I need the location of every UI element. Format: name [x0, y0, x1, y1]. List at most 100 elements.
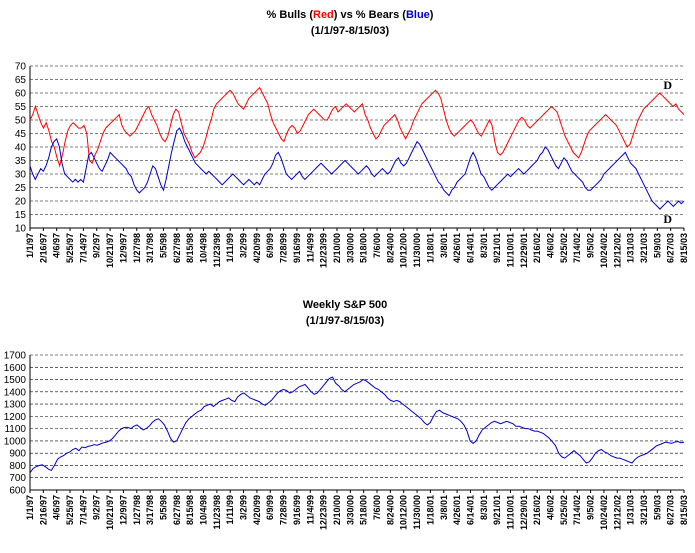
- x-tick-label: 3/8/01: [439, 495, 449, 520]
- title-part: Blue: [406, 9, 430, 21]
- x-tick-label: 9/5/02: [586, 495, 596, 520]
- series-line-0: [29, 86, 685, 168]
- x-tick-label: 8/15/03: [679, 233, 689, 263]
- x-tick-label: 5/18/00: [359, 233, 369, 263]
- x-tick-label: 1/1/97: [25, 233, 35, 258]
- x-tick-label: 3/30/00: [345, 495, 355, 525]
- x-tick-label: 2/16/97: [38, 495, 48, 525]
- series-line-0: [29, 376, 685, 474]
- chart2-series: [29, 376, 685, 474]
- x-tick-label: 5/5/98: [158, 233, 168, 258]
- x-tick-label: 7/28/99: [279, 495, 289, 525]
- x-tick-label: 3/2/99: [239, 233, 249, 258]
- x-tick-label: 9/5/02: [586, 233, 596, 258]
- y-tick-label: 60: [15, 89, 27, 100]
- x-tick-label: 6/27/03: [666, 495, 676, 525]
- x-tick-label: 1/31/03: [626, 495, 636, 525]
- x-tick-label: 1/18/01: [425, 495, 435, 525]
- y-tick-label: 1400: [4, 387, 27, 398]
- x-tick-label: 5/5/98: [158, 495, 168, 520]
- x-tick-label: 11/23/98: [212, 233, 222, 268]
- x-tick-label: 1/1/97: [25, 495, 35, 520]
- y-tick-label: 35: [15, 156, 27, 167]
- y-tick-label: 30: [15, 170, 27, 181]
- x-tick-label: 5/25/97: [65, 233, 75, 263]
- x-tick-label: 6/14/01: [465, 495, 475, 525]
- x-tick-label: 6/9/99: [265, 495, 275, 520]
- x-tick-label: 12/23/99: [319, 495, 329, 530]
- bulls-bears-chart: % Bulls (Red) vs % Bears (Blue) (1/1/97-…: [15, 9, 689, 268]
- x-tick-label: 10/24/02: [599, 233, 609, 268]
- x-tick-label: 12/23/99: [319, 233, 329, 268]
- x-tick-label: 4/20/99: [252, 495, 262, 525]
- title-part: Red: [313, 9, 334, 21]
- x-tick-label: 7/14/02: [572, 233, 582, 263]
- x-tick-label: 11/10/01: [505, 495, 515, 530]
- chart1-title: % Bulls (Red) vs % Bears (Blue): [267, 9, 434, 21]
- chart1-gridlines: [29, 65, 684, 229]
- x-tick-label: 5/9/03: [652, 495, 662, 520]
- x-tick-label: 8/15/98: [185, 495, 195, 525]
- x-tick-label: 10/4/98: [199, 233, 209, 263]
- y-tick-label: 800: [9, 461, 26, 472]
- x-tick-label: 3/21/03: [639, 495, 649, 525]
- x-tick-label: 6/9/99: [265, 233, 275, 258]
- y-tick-label: 55: [15, 102, 27, 113]
- x-tick-label: 8/15/03: [679, 495, 689, 525]
- x-tick-label: 5/18/00: [359, 495, 369, 525]
- y-tick-label: 700: [9, 473, 26, 484]
- x-tick-label: 1/27/98: [132, 233, 142, 263]
- chart2-gridlines: [29, 354, 684, 491]
- x-tick-label: 7/14/02: [572, 495, 582, 525]
- x-tick-label: 12/9/97: [118, 233, 128, 263]
- x-tick-label: 6/27/98: [172, 233, 182, 263]
- x-tick-label: 4/26/01: [452, 495, 462, 525]
- x-tick-label: 3/21/03: [639, 233, 649, 263]
- x-tick-label: 11/30/00: [412, 233, 422, 268]
- chart1-subtitle: (1/1/97-8/15/03): [311, 25, 390, 37]
- y-tick-label: 20: [15, 197, 27, 208]
- chart2-x-ticks: 1/1/97 2/16/97 4/6/97 5/25/97 7/14/97 9/2/97 1…: [25, 490, 689, 530]
- x-tick-label: 9/16/99: [292, 233, 302, 263]
- x-tick-label: 11/23/98: [212, 495, 222, 530]
- y-tick-label: 1000: [4, 436, 27, 447]
- x-tick-label: 7/28/99: [279, 233, 289, 263]
- x-tick-label: 1/11/99: [225, 495, 235, 525]
- y-tick-label: 45: [15, 129, 27, 140]
- title-part: ) vs % Bears (: [334, 9, 406, 21]
- y-tick-label: 25: [15, 183, 27, 194]
- x-tick-label: 9/2/97: [92, 233, 102, 258]
- x-tick-label: 12/29/01: [519, 233, 529, 268]
- x-tick-label: 4/6/97: [52, 233, 62, 258]
- x-tick-label: 6/27/03: [666, 233, 676, 263]
- x-tick-label: 8/3/01: [479, 495, 489, 520]
- x-tick-label: 5/25/97: [65, 495, 75, 525]
- y-tick-label: 1700: [4, 351, 27, 362]
- chart2-subtitle: (1/1/97-8/15/03): [306, 315, 385, 327]
- series-line-1: [29, 127, 685, 210]
- x-tick-label: 8/15/98: [185, 233, 195, 263]
- x-tick-label: 12/12/02: [612, 495, 622, 530]
- x-tick-label: 7/14/97: [78, 233, 88, 263]
- y-tick-label: 1500: [4, 375, 27, 386]
- y-tick-label: 900: [9, 449, 26, 460]
- y-tick-label: 1100: [4, 424, 26, 435]
- x-tick-label: 8/3/01: [479, 233, 489, 258]
- x-tick-label: 3/17/98: [145, 495, 155, 525]
- x-tick-label: 7/14/97: [78, 495, 88, 525]
- annotation-label: D: [663, 78, 672, 92]
- x-tick-label: 3/30/00: [345, 233, 355, 263]
- x-tick-label: 12/12/02: [612, 233, 622, 268]
- chart1-y-ticks: 10 15 20 25 30 35 40 45 50 55 60 65 70: [15, 62, 27, 235]
- x-tick-label: 11/4/99: [305, 495, 315, 525]
- x-tick-label: 3/8/01: [439, 233, 449, 258]
- x-tick-label: 4/6/02: [546, 495, 556, 520]
- x-tick-label: 4/20/99: [252, 233, 262, 263]
- y-tick-label: 1300: [4, 400, 27, 411]
- x-tick-label: 10/21/97: [105, 495, 115, 530]
- x-tick-label: 10/21/97: [105, 233, 115, 268]
- x-tick-label: 3/17/98: [145, 233, 155, 263]
- x-tick-label: 2/10/00: [332, 233, 342, 263]
